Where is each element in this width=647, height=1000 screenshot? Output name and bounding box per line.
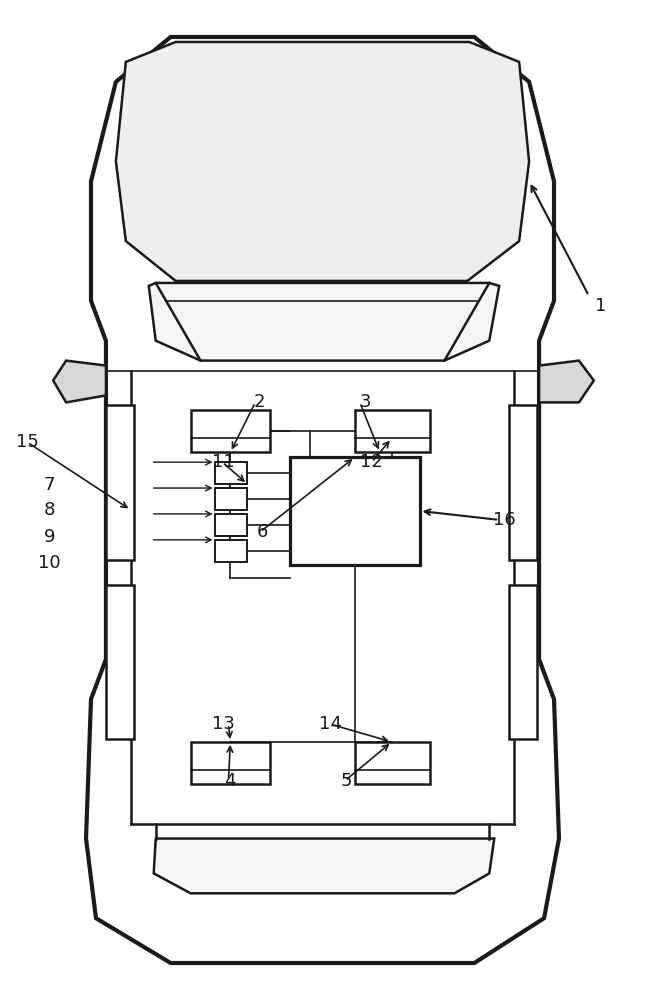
Text: 13: 13	[212, 715, 235, 733]
Polygon shape	[149, 283, 499, 361]
Polygon shape	[53, 361, 106, 402]
Bar	[191, 742, 270, 784]
Text: 7: 7	[44, 476, 56, 494]
Bar	[215, 462, 247, 484]
Polygon shape	[539, 361, 594, 402]
Bar	[355, 410, 430, 452]
Bar	[215, 514, 247, 536]
Text: 15: 15	[16, 433, 39, 451]
Bar	[106, 405, 134, 560]
Text: 8: 8	[44, 501, 56, 519]
Text: 6: 6	[257, 523, 268, 541]
Text: 1: 1	[595, 297, 606, 315]
Bar	[191, 410, 270, 452]
Text: 4: 4	[225, 772, 236, 790]
Text: 5: 5	[340, 772, 352, 790]
Text: 14: 14	[318, 715, 342, 733]
Polygon shape	[154, 839, 494, 893]
Polygon shape	[86, 37, 559, 963]
Bar	[355, 742, 430, 784]
Text: 12: 12	[360, 453, 383, 471]
Text: 16: 16	[492, 511, 515, 529]
Bar	[106, 585, 134, 739]
Bar	[509, 585, 537, 739]
Text: 2: 2	[254, 393, 265, 411]
Text: 11: 11	[212, 453, 235, 471]
Polygon shape	[116, 42, 529, 281]
Bar	[215, 540, 247, 562]
Bar	[215, 488, 247, 510]
Bar	[509, 405, 537, 560]
Bar	[290, 457, 420, 565]
Text: 10: 10	[38, 554, 61, 572]
Text: 9: 9	[44, 528, 56, 546]
Text: 3: 3	[360, 393, 371, 411]
